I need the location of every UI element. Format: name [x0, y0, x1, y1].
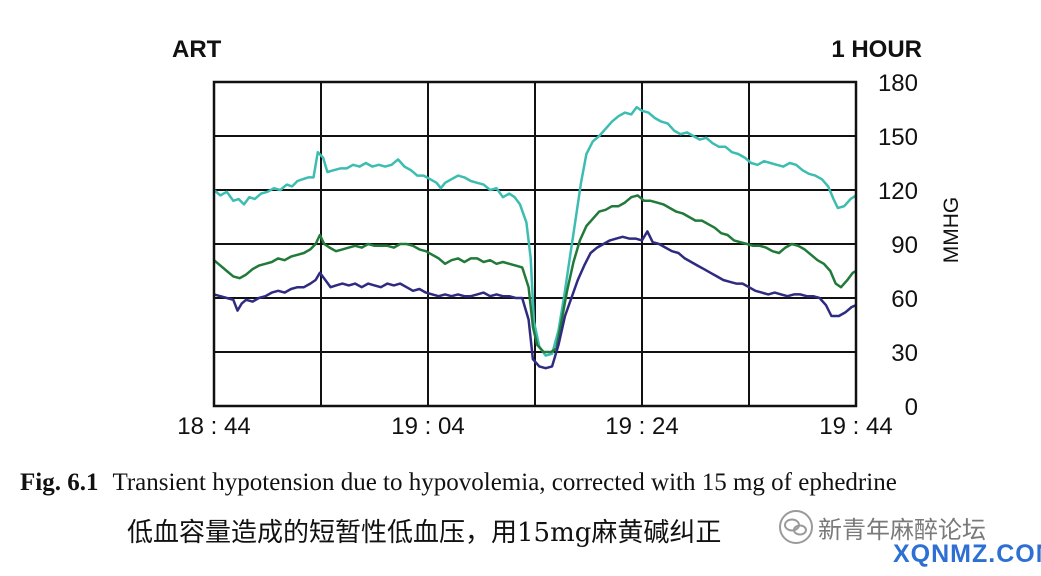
figure-caption-text: Transient hypotension due to hypovolemia… — [112, 469, 897, 496]
x-tick-label: 18 : 44 — [177, 413, 250, 440]
y-tick-label: 180 — [878, 70, 918, 97]
figure-label: Fig. 6.1 — [20, 469, 99, 496]
watermark: 新青年麻醉论坛 — [778, 509, 986, 545]
y-tick-label: 120 — [878, 178, 918, 205]
figure-caption-chinese: 低血容量造成的短暂性低血压，用15mg麻黄碱纠正 — [127, 518, 722, 548]
chart: ART 1 HOUR MMHG 0 30 60 90 120 150 180 18 : 44 1… — [172, 36, 963, 440]
series-line-systolic — [213, 105, 857, 357]
chart-series-layer — [213, 105, 857, 370]
chart-frame — [212, 80, 858, 408]
y-axis-label: MMHG — [940, 197, 963, 264]
series-line-mean — [213, 194, 857, 354]
chart-title-right: 1 HOUR — [831, 36, 922, 63]
y-tick-label: 30 — [891, 340, 918, 367]
chart-title-left: ART — [172, 36, 222, 63]
watermark-site: XQNMZ.COM — [893, 540, 1041, 568]
y-tick-label: 150 — [878, 124, 918, 151]
series-line-diastolic — [213, 230, 857, 370]
axis-ticks: 0 30 60 90 120 150 180 18 : 44 19 : 04 19 : 24 19 … — [177, 70, 918, 440]
y-tick-label: 0 — [905, 394, 918, 421]
watermark-text: 新青年麻醉论坛 — [818, 515, 986, 544]
y-tick-label: 90 — [891, 232, 918, 259]
x-tick-label: 19 : 44 — [819, 413, 892, 440]
x-tick-label: 19 : 04 — [391, 413, 464, 440]
y-tick-label: 60 — [891, 286, 918, 313]
figure-caption: Fig. 6.1 Transient hypotension due to hyp… — [20, 469, 897, 497]
x-tick-label: 19 : 24 — [605, 413, 678, 440]
chart-grid — [214, 82, 856, 406]
speech-bubble-icon — [779, 510, 813, 544]
